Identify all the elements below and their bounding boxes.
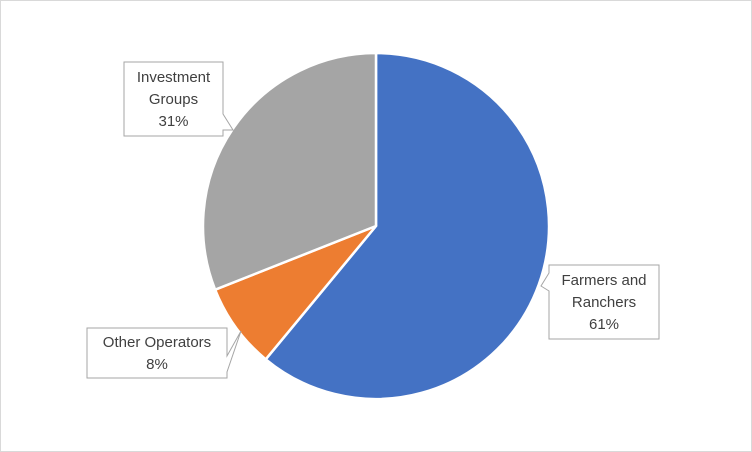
callout-box bbox=[86, 327, 242, 379]
data-label-category: Farmers and bbox=[561, 272, 646, 289]
data-label-value: 31% bbox=[158, 113, 188, 130]
data-label-category: Ranchers bbox=[572, 294, 636, 311]
data-label-callouts: Farmers and Ranchers 61% Other Operators 8% I… bbox=[86, 61, 660, 379]
data-label-value: 8% bbox=[146, 356, 168, 373]
callout-farmers-and-ranchers: Farmers and Ranchers 61% bbox=[540, 264, 660, 340]
callout-other-operators: Other Operators 8% bbox=[86, 327, 242, 379]
callout-box bbox=[123, 61, 234, 137]
callout-box bbox=[540, 264, 660, 340]
data-label-category: Groups bbox=[149, 91, 198, 108]
pie-slices bbox=[201, 51, 551, 401]
callout-investment-groups: Investment Groups 31% bbox=[123, 61, 234, 137]
data-label-category: Other Operators bbox=[103, 334, 211, 351]
data-label-value: 61% bbox=[589, 316, 619, 333]
pie-slice-farmers-and-ranchers bbox=[264, 51, 551, 401]
pie-slice-investment-groups bbox=[201, 51, 378, 291]
data-label-category: Investment bbox=[137, 69, 211, 86]
